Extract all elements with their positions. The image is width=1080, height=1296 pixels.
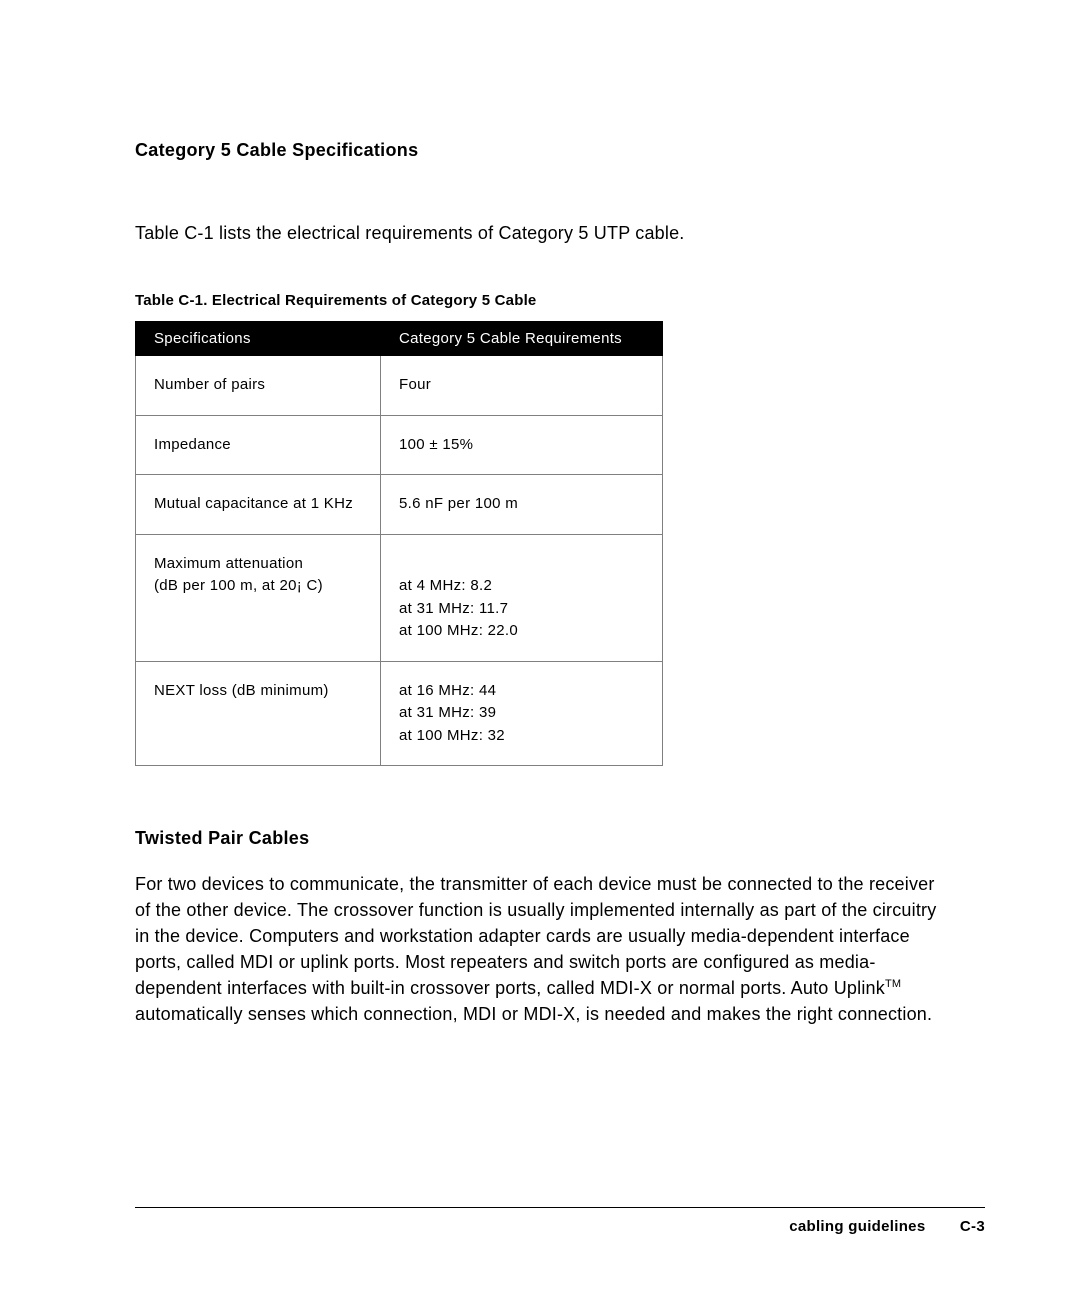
body-text-after-tm: automatically senses which connection, M… bbox=[135, 1004, 932, 1024]
subsection-heading: Twisted Pair Cables bbox=[135, 828, 945, 849]
table-cell: Number of pairs bbox=[136, 356, 381, 416]
table-header-specifications: Specifications bbox=[136, 322, 381, 356]
body-paragraph: For two devices to communicate, the tran… bbox=[135, 871, 945, 1028]
table-row: Number of pairsFour bbox=[136, 356, 663, 416]
table-cell: 5.6 nF per 100 m bbox=[381, 475, 663, 535]
footer-label: cabling guidelines bbox=[789, 1218, 925, 1235]
table-cell: Impedance bbox=[136, 415, 381, 475]
table-row: Maximum attenuation (dB per 100 m, at 20… bbox=[136, 534, 663, 661]
table-cell: Four bbox=[381, 356, 663, 416]
table-cell: NEXT loss (dB minimum) bbox=[136, 661, 381, 766]
footer-page-number: C-3 bbox=[960, 1218, 985, 1235]
table-row: Mutual capacitance at 1 KHz 5.6 nF per 1… bbox=[136, 475, 663, 535]
table-body: Number of pairsFourImpedance100 ± 15%Mut… bbox=[136, 356, 663, 766]
page-footer: cabling guidelines C-3 bbox=[135, 1207, 985, 1236]
intro-text: Table C-1 lists the electrical requireme… bbox=[135, 223, 945, 244]
table-cell: at 4 MHz: 8.2 at 31 MHz: 11.7 at 100 MHz… bbox=[381, 534, 663, 661]
table-cell: Mutual capacitance at 1 KHz bbox=[136, 475, 381, 535]
table-row: Impedance100 ± 15% bbox=[136, 415, 663, 475]
table-cell: at 16 MHz: 44 at 31 MHz: 39 at 100 MHz: … bbox=[381, 661, 663, 766]
trademark-symbol: TM bbox=[885, 978, 901, 990]
table-cell: 100 ± 15% bbox=[381, 415, 663, 475]
table-header-requirements: Category 5 Cable Requirements bbox=[381, 322, 663, 356]
table-row: NEXT loss (dB minimum)at 16 MHz: 44 at 3… bbox=[136, 661, 663, 766]
table-caption: Table C-1. Electrical Requirements of Ca… bbox=[135, 292, 945, 309]
table-cell: Maximum attenuation (dB per 100 m, at 20… bbox=[136, 534, 381, 661]
spec-table: Specifications Category 5 Cable Requirem… bbox=[135, 321, 663, 766]
section-heading: Category 5 Cable Specifications bbox=[135, 140, 945, 161]
body-text-before-tm: For two devices to communicate, the tran… bbox=[135, 874, 936, 998]
table-header-row: Specifications Category 5 Cable Requirem… bbox=[136, 322, 663, 356]
